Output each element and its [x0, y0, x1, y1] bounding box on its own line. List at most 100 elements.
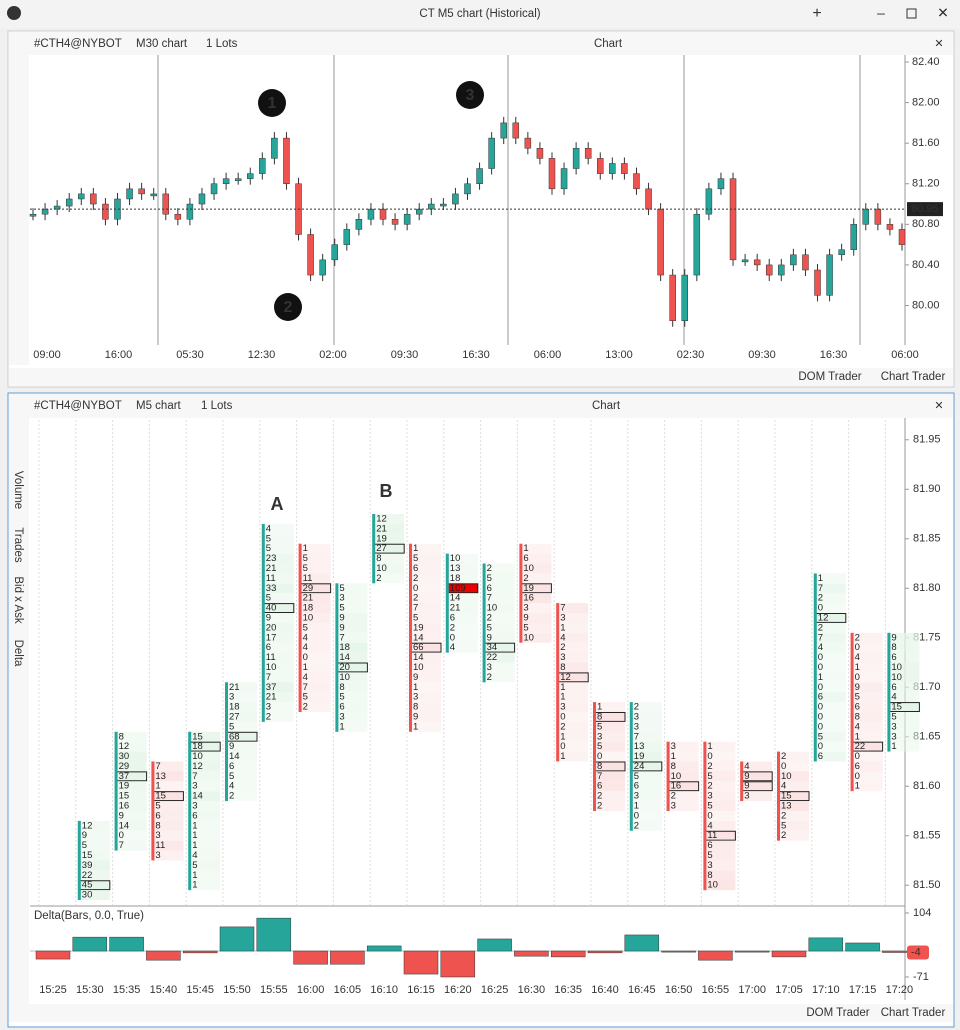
candle: [802, 254, 809, 271]
cluster-value: 27: [376, 543, 387, 554]
cluster-cell: [556, 632, 589, 643]
side-tab[interactable]: Delta: [12, 640, 24, 667]
candle: [633, 173, 640, 190]
cluster-cell: [887, 692, 920, 703]
cluster-cell: [703, 880, 736, 891]
cluster-value: 12: [119, 741, 130, 752]
close-button[interactable]: ✕: [937, 5, 949, 21]
delta-bar: [109, 936, 144, 952]
chart-trader[interactable]: Chart Trader: [881, 371, 946, 383]
timeframe[interactable]: M30 chart: [136, 38, 188, 50]
cluster-cell: [445, 642, 478, 653]
add-button[interactable]: +: [812, 5, 821, 22]
cluster-value: 5: [192, 860, 197, 871]
cluster-cell: [593, 731, 625, 742]
cluster-cell: [703, 860, 736, 871]
annotation: B: [380, 481, 393, 501]
side-tab[interactable]: Bid x Ask: [12, 576, 24, 624]
lots[interactable]: 1 Lots: [206, 38, 238, 50]
x-tick-label: 16:00: [297, 984, 325, 996]
cluster-cell: [409, 613, 441, 623]
cluster-value: 1: [560, 622, 565, 633]
cluster-value: 0: [855, 751, 860, 762]
y-tick-label: 81.85: [913, 533, 941, 545]
cluster-value: 5: [155, 801, 160, 812]
cluster-value: 2: [229, 791, 234, 802]
cluster-range: [114, 731, 118, 851]
chart-trader[interactable]: Chart Trader: [881, 1007, 946, 1019]
cluster-value: 10: [450, 553, 461, 564]
cluster-cell: [629, 810, 662, 821]
symbol[interactable]: #CTH4@NYBOT: [34, 38, 122, 50]
cluster-cell: [813, 632, 846, 643]
cluster-cell: [261, 543, 294, 554]
lots[interactable]: 1 Lots: [201, 400, 233, 412]
side-tab[interactable]: Trades: [12, 527, 24, 563]
cluster-cell: [813, 711, 846, 722]
cluster-value: 0: [119, 830, 124, 841]
cluster-value: 37: [266, 682, 277, 693]
cluster-cell: [445, 553, 478, 564]
cluster-cell: [482, 622, 515, 633]
cluster-cell: [813, 603, 846, 614]
delta-bar: [256, 917, 292, 952]
cluster-cell: [850, 702, 883, 712]
cluster-cell: [556, 672, 589, 683]
x-tick-label: 17:00: [738, 984, 766, 996]
cluster-cell: [188, 731, 221, 742]
cluster-cell: [703, 850, 736, 861]
cluster-cell: [298, 553, 331, 564]
cluster-cell: [372, 573, 405, 584]
candle: [500, 122, 507, 139]
minimize-button[interactable]: –: [877, 5, 885, 21]
cluster-cell: [813, 613, 846, 623]
cluster-cell: [887, 702, 920, 712]
cluster-value: 0: [855, 672, 860, 683]
cluster-range: [850, 632, 854, 792]
cluster-cell: [151, 850, 184, 861]
cluster-cell: [77, 880, 110, 891]
cluster-cell: [482, 662, 515, 673]
dom-trader[interactable]: DOM Trader: [806, 1007, 869, 1019]
cluster-value: 6: [229, 761, 234, 772]
cluster-value: 5: [891, 711, 896, 722]
close-chart[interactable]: ✕: [934, 400, 943, 412]
candle: [886, 224, 894, 230]
x-tick-label: 15:50: [223, 984, 251, 996]
candle: [150, 193, 157, 197]
candle: [826, 254, 833, 296]
cluster-cell: [813, 573, 846, 584]
cluster-value: 0: [707, 751, 712, 762]
cluster-cell: [261, 593, 294, 604]
cluster-value: 0: [818, 603, 823, 614]
cluster-range: [519, 543, 523, 643]
candle: [391, 219, 399, 225]
x-tick-label: 02:30: [677, 349, 705, 361]
cluster-value: 4: [818, 642, 823, 653]
cluster-cell: [372, 543, 405, 554]
delta-bar: [624, 934, 660, 952]
cluster-cell: [887, 642, 920, 653]
cluster-cell: [261, 583, 294, 594]
cluster-value: 10: [339, 672, 350, 683]
maximize-button[interactable]: [906, 8, 917, 19]
side-tab[interactable]: Volume: [12, 471, 24, 509]
cluster-value: 3: [155, 850, 160, 861]
cluster-value: 6: [597, 781, 602, 792]
cluster-value: 21: [229, 682, 240, 693]
cluster-cell: [482, 613, 515, 623]
cluster-cell: [335, 632, 368, 643]
dom-trader[interactable]: DOM Trader: [798, 371, 861, 383]
candle: [428, 203, 435, 210]
cluster-cell: [482, 672, 515, 683]
last-delta-label: -4: [911, 946, 921, 958]
cluster-value: 2: [818, 593, 823, 604]
cluster-cell: [151, 810, 184, 821]
timeframe[interactable]: M5 chart: [136, 400, 182, 412]
cluster-cell: [335, 603, 368, 614]
cluster-value: 22: [487, 652, 498, 663]
close-chart[interactable]: ✕: [934, 38, 943, 50]
cluster-value: 1: [855, 662, 860, 673]
cluster-value: 7: [119, 840, 124, 851]
symbol[interactable]: #CTH4@NYBOT: [34, 400, 122, 412]
